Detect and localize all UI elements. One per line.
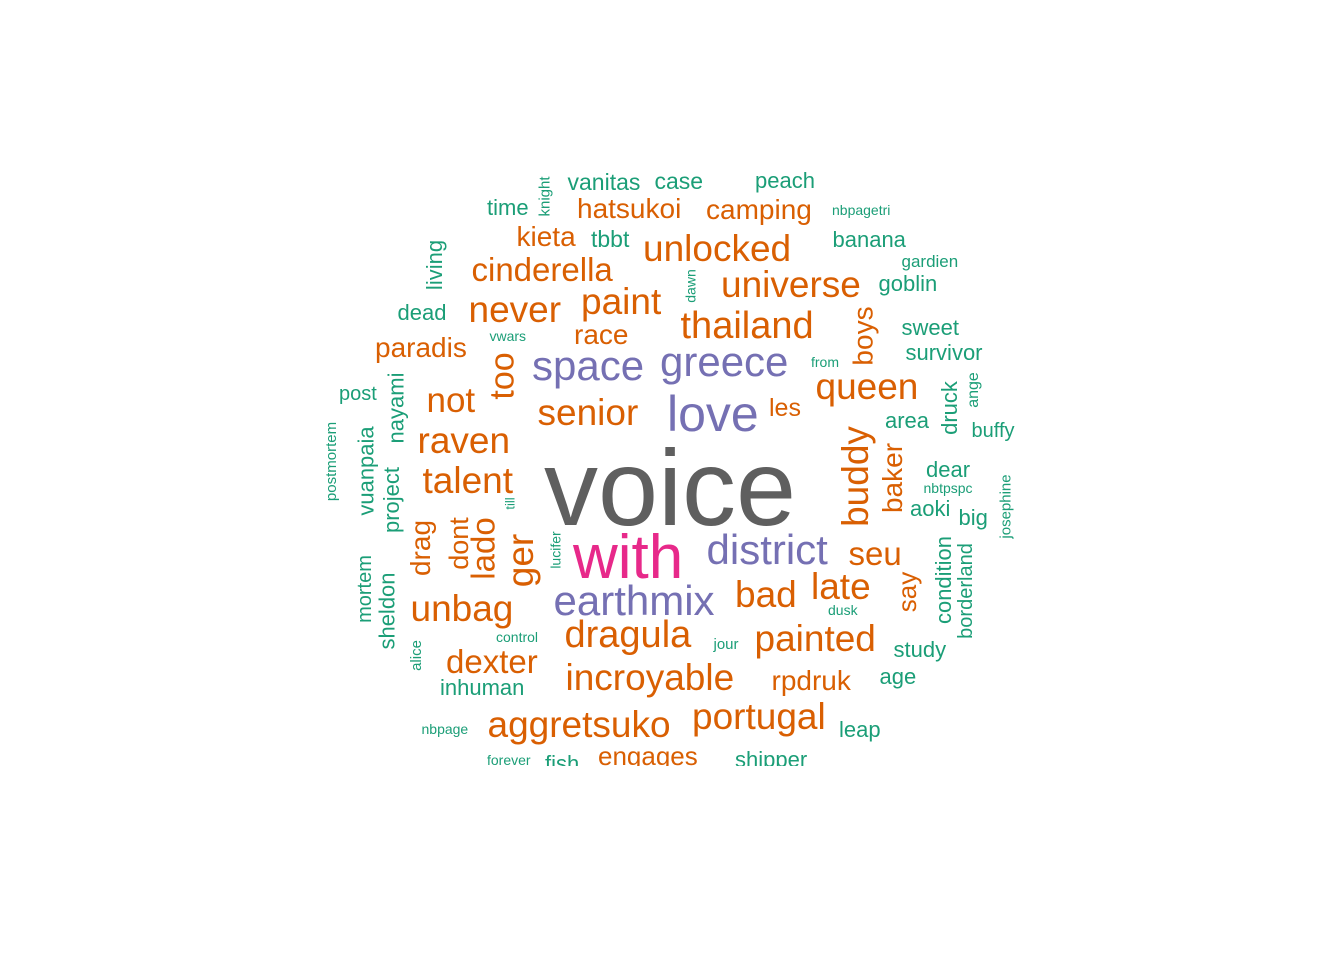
word-voice: voice <box>544 427 797 548</box>
word-mortem: mortem <box>353 555 376 623</box>
word-cloud-area: voice with love greece space district earthmix… <box>322 167 1015 767</box>
word-baker: baker <box>877 442 909 514</box>
word-buffy: buffy <box>971 420 1015 442</box>
word-late: late <box>811 565 871 607</box>
word-incroyable: incroyable <box>565 656 735 698</box>
word-raven: raven <box>417 419 511 461</box>
word-bad: bad <box>735 573 797 615</box>
word-age: age <box>879 664 917 689</box>
word-nbpage: nbpage <box>421 721 469 737</box>
word-borderland: borderland <box>954 543 977 639</box>
word-druck: druck <box>936 381 962 435</box>
word-ange: ange <box>964 372 982 408</box>
word-with: with <box>573 523 684 592</box>
word-sweet: sweet <box>901 315 959 340</box>
word-forever: forever <box>487 752 531 766</box>
word-ger: ger <box>499 533 541 587</box>
word-senior: senior <box>537 391 639 433</box>
word-peach: peach <box>755 168 815 193</box>
word-hatsukoi: hatsukoi <box>577 193 682 224</box>
word-vwars: vwars <box>489 328 527 344</box>
word-control: control <box>496 629 539 645</box>
word-les: les <box>769 393 801 422</box>
word-buddy: buddy <box>834 425 876 527</box>
word-talent: talent <box>422 459 514 501</box>
word-till: till <box>502 496 518 510</box>
word-queen: queen <box>815 365 919 407</box>
word-survivor: survivor <box>905 340 983 365</box>
word-gardien: gardien <box>901 251 959 271</box>
word-study: study <box>893 637 947 662</box>
word-unbag: unbag <box>410 587 514 629</box>
word-josephine: josephine <box>997 473 1015 539</box>
word-shipper: shipper <box>735 747 808 767</box>
word-dexter: dexter <box>446 642 538 680</box>
word-dusk: dusk <box>828 602 858 618</box>
word-vuanpaia: vuanpaia <box>353 426 379 516</box>
word-lucifer: lucifer <box>547 531 564 569</box>
word-greece: greece <box>660 338 789 385</box>
word-aggretsuko: aggretsuko <box>487 703 671 745</box>
word-aoki: aoki <box>910 496 951 521</box>
word-fish: fish <box>545 751 580 767</box>
word-unlocked: unlocked <box>643 227 792 269</box>
word-leap: leap <box>839 717 881 742</box>
word-too: too <box>483 352 522 400</box>
word-thailand: thailand <box>680 305 814 347</box>
word-dead: dead <box>397 300 447 325</box>
word-kieta: kieta <box>516 221 576 252</box>
word-not: not <box>426 380 476 420</box>
word-boys: boys <box>847 306 879 366</box>
word-painted: painted <box>754 617 876 659</box>
word-portugal: portugal <box>692 695 826 737</box>
word-seu: seu <box>848 534 902 572</box>
word-big: big <box>958 505 988 530</box>
word-knight: knight <box>536 175 554 217</box>
word-dont: dont <box>443 516 474 570</box>
word-inhuman: inhuman <box>440 675 525 700</box>
word-nbpagetri: nbpagetri <box>832 202 891 218</box>
word-say: say <box>892 571 923 613</box>
word-jour: jour <box>713 635 739 653</box>
word-earthmix: earthmix <box>553 577 715 624</box>
word-alice: alice <box>407 639 425 671</box>
word-drag: drag <box>405 519 437 577</box>
word-postmortem: postmortem <box>322 421 340 501</box>
word-goblin: goblin <box>878 271 938 296</box>
word-engages: engages <box>598 741 698 766</box>
word-vanitas: vanitas <box>567 168 641 195</box>
word-paradis: paradis <box>375 332 467 363</box>
word-condition: condition <box>931 535 957 625</box>
word-dear: dear <box>926 457 971 482</box>
word-camping: camping <box>706 194 812 225</box>
word-dawn: dawn <box>682 269 699 303</box>
word-never: never <box>468 288 562 330</box>
word-banana: banana <box>832 227 906 252</box>
word-dragula: dragula <box>564 614 692 656</box>
word-case: case <box>654 167 704 194</box>
word-nbtpspc: nbtpspc <box>923 480 973 496</box>
word-living: living <box>422 239 448 291</box>
word-rpdruk: rpdruk <box>771 665 851 696</box>
word-cinderella: cinderella <box>471 250 613 288</box>
word-area: area <box>885 408 930 433</box>
word-love: love <box>667 386 759 442</box>
word-tbbt: tbbt <box>591 225 630 252</box>
word-paint: paint <box>581 280 662 322</box>
word-nayami: nayami <box>382 372 408 444</box>
word-from: from <box>811 354 839 370</box>
word-race: race <box>574 319 629 350</box>
word-universe: universe <box>721 263 861 305</box>
word-project: project <box>379 466 405 534</box>
word-sheldon: sheldon <box>374 572 400 650</box>
word-time: time <box>487 195 529 220</box>
word-district: district <box>706 526 828 573</box>
word-space: space <box>532 342 645 389</box>
word-post: post <box>339 383 377 405</box>
